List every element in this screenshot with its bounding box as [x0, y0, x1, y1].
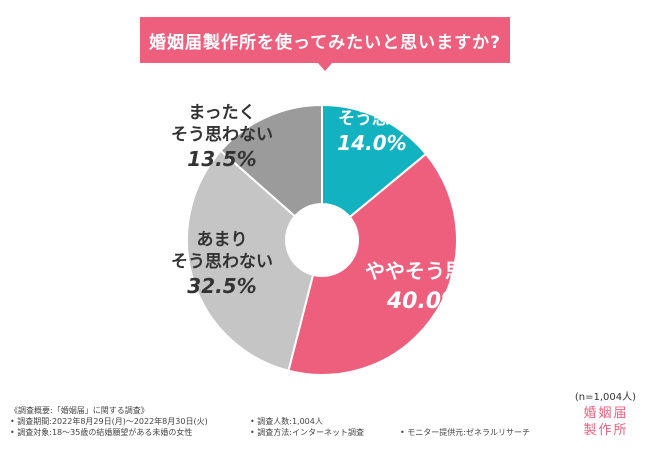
pie-slice	[321, 103, 428, 219]
chart-title: 婚姻届製作所を使ってみたいと思いますか?	[140, 17, 510, 63]
slice-label: とても	[347, 87, 397, 107]
pie-slice	[287, 152, 458, 376]
survey-respondents: • 調査人数:1,004人	[250, 417, 323, 426]
slice-label: そう思わない	[171, 252, 273, 272]
brand-logo: 婚姻届 製作所	[582, 405, 630, 439]
title-pointer	[317, 62, 333, 71]
survey-notes: 《調査概要:「婚姻届」に関する調査》 • 調査期間:2022年8月29日(月)〜…	[10, 405, 570, 438]
pie-slice	[219, 103, 323, 218]
logo-line-1: 婚姻届	[583, 406, 629, 421]
survey-overview: 《調査概要:「婚姻届」に関する調査》	[10, 406, 149, 415]
sample-size: (n=1,004人)	[574, 392, 636, 403]
survey-method: • 調査方法:インターネット調査	[250, 428, 364, 437]
slice-value-label: 14.0%	[337, 131, 406, 155]
slice-label: そう思わない	[171, 125, 273, 145]
logo-line-2: 製作所	[583, 423, 629, 438]
pie-slice	[186, 149, 315, 372]
survey-target: • 調査対象:18〜35歳の結婚願望がある未婚の女性	[10, 428, 193, 437]
slice-label: そう思う	[338, 109, 406, 129]
slice-label: あまり	[197, 230, 248, 250]
slice-value-label: 40.0%	[386, 289, 463, 314]
slice-value-label: 32.5%	[187, 274, 256, 298]
slice-label: ややそう思う	[365, 259, 485, 283]
survey-period: • 調査期間:2022年8月29日(月)〜2022年8月30日(火)	[10, 417, 208, 426]
slice-value-label: 13.5%	[187, 147, 256, 171]
slice-label: まったく	[188, 103, 255, 123]
survey-provider: • モニター提供元:ゼネラルリサーチ	[400, 428, 530, 437]
